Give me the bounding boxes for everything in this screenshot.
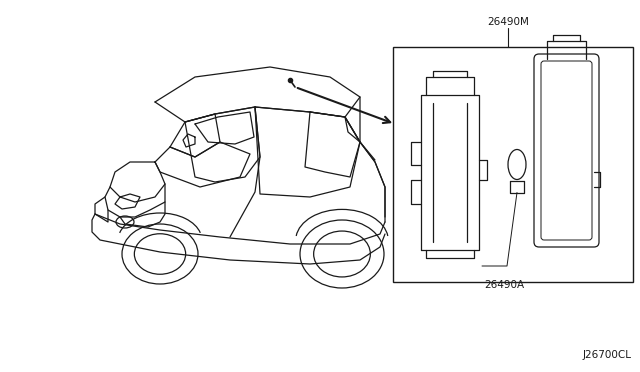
Bar [393,47,633,282]
Text: 26490M: 26490M [487,17,529,27]
Text: J26700CL: J26700CL [583,350,632,360]
Text: 26490A: 26490A [484,280,524,290]
